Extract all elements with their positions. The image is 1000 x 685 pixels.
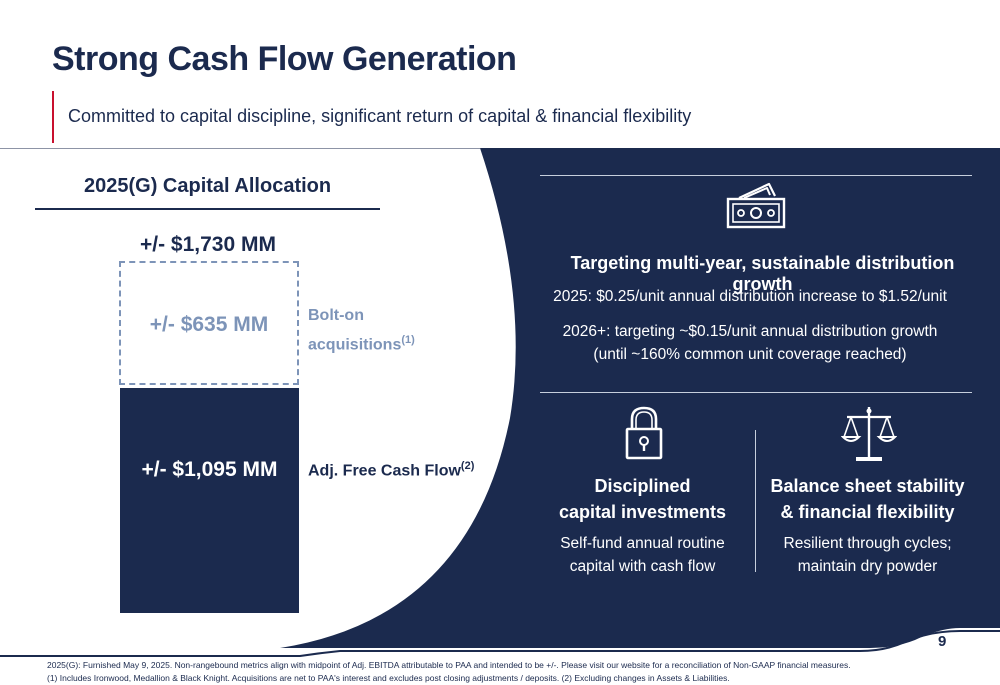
capital-investments-heading: Disciplined capital investments xyxy=(540,473,745,525)
distribution-2026-text: 2026+: targeting ~$0.15/unit annual dist… xyxy=(540,320,960,366)
free-cash-flow-value: +/- $1,095 MM xyxy=(141,458,278,481)
bolt-on-value: +/- $635 MM xyxy=(149,313,269,336)
balance-sheet-heading: Balance sheet stability & financial flex… xyxy=(765,473,970,525)
balance-sheet-heading-line2: & financial flexibility xyxy=(780,502,955,522)
bolt-on-label: Bolt-on acquisitions(1) xyxy=(308,304,415,357)
divider-vertical xyxy=(755,430,756,572)
page-number: 9 xyxy=(938,633,947,650)
navy-background-shape xyxy=(0,148,1000,657)
bolt-on-footnote-ref: (1) xyxy=(401,334,415,346)
distribution-2026-line2: (until ~160% common unit coverage reache… xyxy=(593,346,907,363)
bolt-on-label-line2: acquisitions xyxy=(308,336,402,354)
distribution-heading: Targeting multi-year, sustainable distri… xyxy=(570,253,955,294)
divider-top xyxy=(540,175,972,176)
capital-allocation-title: 2025(G) Capital Allocation xyxy=(84,175,332,197)
lock-icon xyxy=(625,406,663,460)
capital-investments-description: Self-fund annual routine capital with ca… xyxy=(540,532,745,578)
bolt-on-label-line1: Bolt-on xyxy=(308,307,364,324)
distribution-2025-text: 2025: $0.25/unit annual distribution inc… xyxy=(553,288,947,305)
free-cash-flow-bar xyxy=(120,388,299,613)
total-allocation-value: +/- $1,730 MM xyxy=(140,233,276,256)
capital-investments-desc-line1: Self-fund annual routine xyxy=(560,535,725,552)
divider-middle xyxy=(540,392,972,393)
free-cash-flow-label: Adj. Free Cash Flow(2) xyxy=(308,460,474,480)
balance-sheet-heading-line1: Balance sheet stability xyxy=(770,476,965,496)
balance-sheet-desc-line2: maintain dry powder xyxy=(797,558,938,575)
footnote-line2: (1) Includes Ironwood, Medallion & Black… xyxy=(47,673,730,683)
cash-icon xyxy=(726,182,786,229)
page-subtitle: Committed to capital discipline, signifi… xyxy=(68,106,692,126)
scale-icon xyxy=(841,407,897,461)
balance-sheet-desc-line1: Resilient through cycles; xyxy=(783,535,952,552)
capital-investments-desc-line2: capital with cash flow xyxy=(569,558,716,575)
distribution-2026-line1: 2026+: targeting ~$0.15/unit annual dist… xyxy=(562,323,938,340)
page-title: Strong Cash Flow Generation xyxy=(52,40,517,78)
capital-allocation-underline xyxy=(35,208,380,210)
balance-sheet-description: Resilient through cycles; maintain dry p… xyxy=(765,532,970,578)
footnote-line1: 2025(G): Furnished May 9, 2025. Non-rang… xyxy=(47,660,851,670)
capital-investments-heading-line1: Disciplined xyxy=(594,476,691,496)
capital-investments-heading-line2: capital investments xyxy=(558,502,727,522)
free-cash-flow-label-text: Adj. Free Cash Flow xyxy=(308,462,461,480)
bolt-on-acquisitions-bar xyxy=(119,261,299,385)
free-cash-flow-footnote-ref: (2) xyxy=(460,460,475,472)
accent-bar xyxy=(52,91,54,143)
